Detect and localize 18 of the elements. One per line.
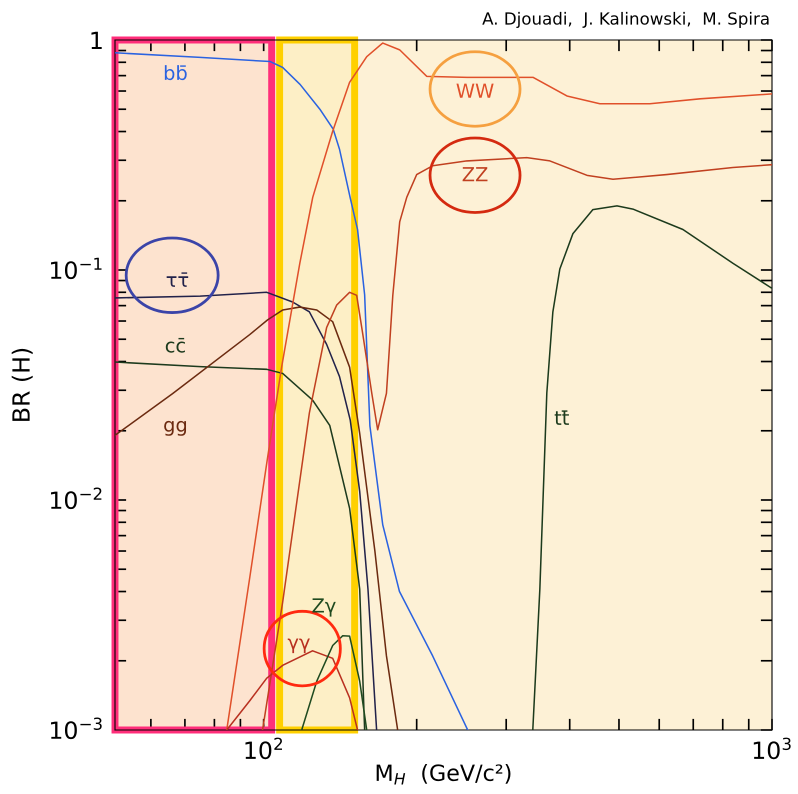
y-tick-label: 10$^{−2}$ xyxy=(50,487,102,510)
series-label: bb̄ xyxy=(164,65,187,80)
y-tick-label: 10$^{−3}$ xyxy=(50,717,102,740)
x-tick-label: 10$^{3}$ xyxy=(754,738,791,760)
x-axis-title: M$_{H}$ (GeV/c²) xyxy=(376,764,510,784)
series-label: WW xyxy=(456,84,494,98)
text: A. Djouadi, J. Kalinowski, M. Spira xyxy=(482,12,769,28)
series-label: tt̄ xyxy=(554,410,569,425)
series-label: cc̄ xyxy=(166,338,185,353)
y-axis-title: BR (H) xyxy=(12,348,33,421)
series-label: γγ xyxy=(288,638,310,654)
y-tick-label: 10$^{−1}$ xyxy=(50,258,102,280)
series-label: ττ̄ xyxy=(166,272,188,287)
series-label: ZZ xyxy=(462,167,488,182)
y-tick-label: 1 xyxy=(91,32,102,49)
x-tick-label: 10$^{2}$ xyxy=(245,738,282,760)
series-label: gg xyxy=(164,420,186,436)
series-label: Zγ xyxy=(312,598,336,617)
